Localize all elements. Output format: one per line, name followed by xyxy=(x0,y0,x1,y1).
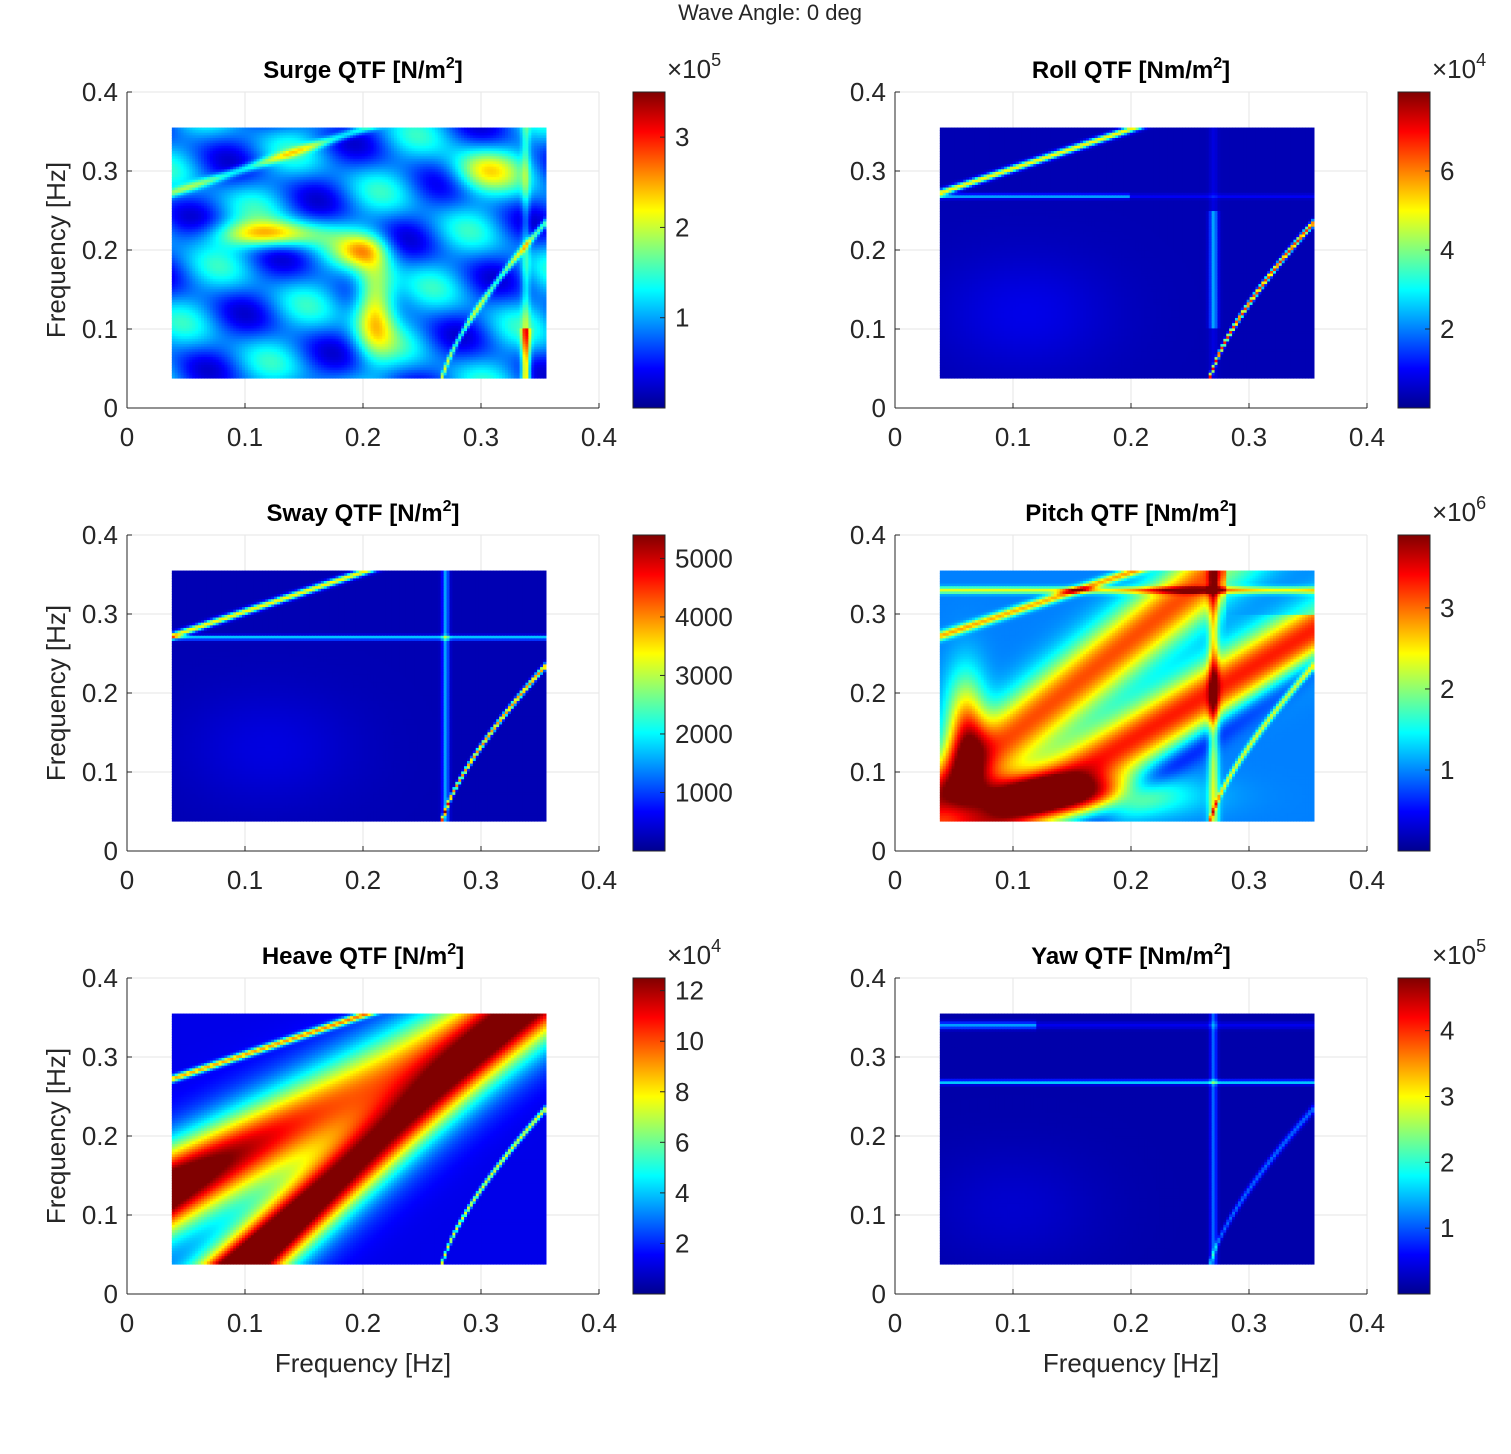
figure: Wave Angle: 0 deg 000.10.10.20.20.30.30.… xyxy=(0,0,1511,1454)
figure-suptitle: Wave Angle: 0 deg xyxy=(678,0,862,25)
heatmap-surge xyxy=(172,128,547,379)
